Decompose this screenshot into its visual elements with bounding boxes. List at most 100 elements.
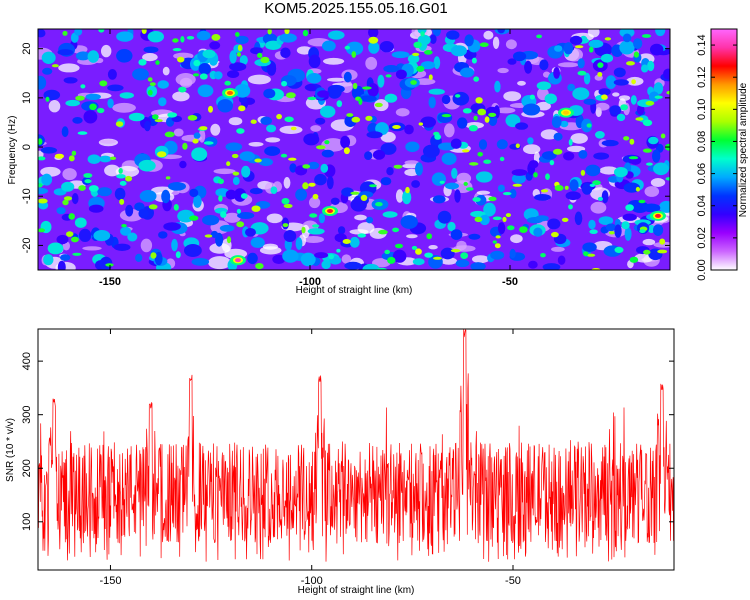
heatmap-cell xyxy=(62,199,69,206)
heatmap-cell xyxy=(612,92,620,97)
heatmap-cell xyxy=(629,256,639,263)
heatmap-cell xyxy=(428,96,436,109)
heatmap-cell xyxy=(208,105,213,113)
heatmap-cell xyxy=(428,245,438,250)
heatmap-cell xyxy=(497,184,505,192)
heatmap-cell xyxy=(236,128,245,134)
heatmap-cell xyxy=(328,30,345,40)
heatmap-cell xyxy=(474,216,483,223)
heatmap-cell xyxy=(343,71,352,83)
heatmap-cell xyxy=(282,249,299,263)
heatmap-cell xyxy=(225,189,237,200)
heatmap-cell xyxy=(263,88,276,99)
heatmap-cell xyxy=(113,243,131,251)
heatmap-cell xyxy=(622,213,637,221)
heatmap-cell xyxy=(614,246,624,253)
heatmap-cell xyxy=(245,228,256,237)
heatmap-cell xyxy=(642,203,661,213)
heatmap-cell xyxy=(254,158,262,163)
heatmap-cell xyxy=(507,225,515,231)
heatmap-cell xyxy=(276,113,282,120)
heatmap-cell xyxy=(522,103,541,116)
heatmap-cell xyxy=(456,240,467,251)
heatmap-cell xyxy=(554,185,564,191)
heatmap-cell xyxy=(312,224,320,228)
heatmap-cell xyxy=(290,126,297,131)
heatmap-cell xyxy=(569,179,579,192)
heatmap-cell xyxy=(281,80,288,87)
heatmap-cell xyxy=(284,29,290,35)
heatmap-cell xyxy=(620,104,628,111)
heatmap-cell xyxy=(613,67,626,78)
heatmap-cell xyxy=(411,180,420,188)
heatmap-cell xyxy=(479,214,490,226)
heatmap-cell xyxy=(163,222,181,231)
heatmap-cell xyxy=(368,36,379,44)
heatmap-cell xyxy=(496,139,508,150)
heatmap-cell xyxy=(540,189,549,193)
heatmap-cell xyxy=(395,108,410,117)
heatmap-cell xyxy=(410,80,417,85)
heatmap-cell xyxy=(228,117,243,126)
heatmap-cell xyxy=(473,115,478,121)
heatmap-cell xyxy=(565,191,581,201)
heatmap-cell xyxy=(429,34,437,44)
heatmap-cell xyxy=(404,124,414,135)
x-tick-label: -150 xyxy=(99,276,121,288)
heatmap-cell xyxy=(365,56,378,70)
heatmap-peak xyxy=(235,258,241,263)
heatmap-cell xyxy=(68,213,75,220)
heatmap-cell xyxy=(38,183,43,188)
heatmap-cell xyxy=(460,67,475,78)
heatmap-cell xyxy=(180,36,185,43)
heatmap-cell xyxy=(62,168,77,181)
heatmap-cell xyxy=(57,49,74,56)
heatmap-cell xyxy=(557,255,566,265)
heatmap-cell xyxy=(196,30,211,41)
heatmap-cell xyxy=(503,91,522,102)
heatmap-cell xyxy=(524,60,533,74)
heatmap-cell xyxy=(431,172,446,186)
heatmap-cell xyxy=(505,213,511,218)
heatmap-cell xyxy=(279,33,297,43)
heatmap-cell xyxy=(320,105,336,118)
heatmap-cell xyxy=(468,233,481,240)
colorbar: 0.00 0.02 0.04 0.06 0.08 0.10 0.12 0.14 Normali… xyxy=(696,28,749,281)
heatmap-cell xyxy=(369,184,377,188)
heatmap-cell xyxy=(529,94,536,100)
heatmap-cell xyxy=(432,195,446,204)
heatmap-cell xyxy=(266,61,277,76)
heatmap-cell xyxy=(336,100,343,108)
heatmap-cell xyxy=(581,182,593,195)
heatmap-cell xyxy=(437,210,452,224)
heatmap-cell xyxy=(83,110,98,124)
heatmap-cell xyxy=(231,153,239,159)
heatmap-cell xyxy=(157,151,167,158)
heatmap-cell xyxy=(288,157,297,161)
heatmap-cell xyxy=(318,213,325,224)
heatmap-cell xyxy=(125,175,133,182)
heatmap-cell xyxy=(330,197,340,205)
heatmap-cell xyxy=(260,116,273,126)
heatmap-cell xyxy=(567,83,576,92)
heatmap-cell xyxy=(553,67,560,79)
heatmap-cell xyxy=(405,186,410,194)
heatmap-cell xyxy=(462,108,472,114)
heatmap-cell xyxy=(172,91,190,102)
heatmap-cell xyxy=(426,233,433,240)
heatmap-cell xyxy=(609,105,622,116)
heatmap-peak xyxy=(327,208,333,213)
y-tick-label: 20 xyxy=(21,43,33,55)
heatmap-cell xyxy=(386,167,394,176)
heatmap-cell xyxy=(440,257,457,265)
heatmap-cell xyxy=(367,83,379,97)
heatmap-cell xyxy=(56,234,69,245)
heatmap-cell xyxy=(337,226,346,235)
heatmap-cell xyxy=(650,43,664,56)
heatmap-cell xyxy=(460,252,469,259)
heatmap-cell xyxy=(450,138,462,149)
heatmap-cell xyxy=(217,99,233,113)
heatmap-cell xyxy=(345,41,364,56)
heatmap-cell xyxy=(99,256,113,270)
heatmap-cell xyxy=(466,187,474,191)
